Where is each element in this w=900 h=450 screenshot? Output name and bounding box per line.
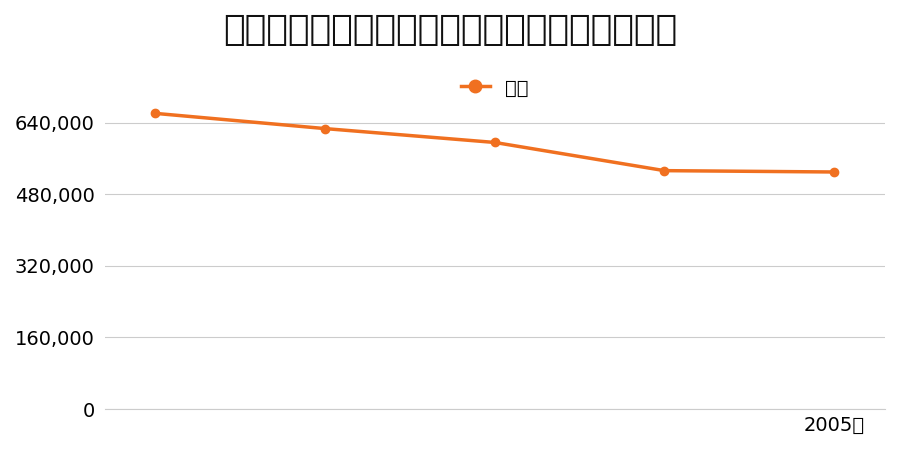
価格 <box>659 168 670 173</box>
Legend: 価格: 価格 <box>453 71 536 106</box>
Line: 価格: 価格 <box>151 109 838 176</box>
価格 <box>829 169 840 175</box>
価格 <box>150 111 161 116</box>
価格 <box>320 126 330 131</box>
Text: 東京都台東区西浅草３丁目２番１０の地価推移: 東京都台東区西浅草３丁目２番１０の地価推移 <box>223 14 677 48</box>
価格 <box>490 140 500 145</box>
